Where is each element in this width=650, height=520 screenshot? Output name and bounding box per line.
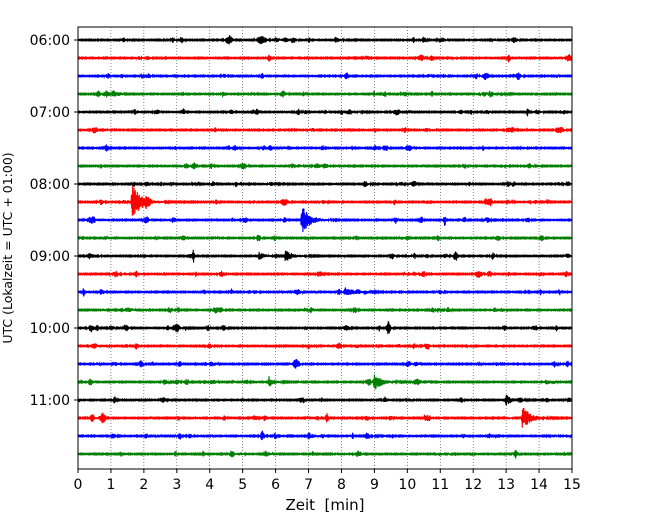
trace-7 [77, 162, 573, 170]
trace-15 [77, 306, 573, 314]
x-tick-label-11: 11 [431, 477, 449, 493]
x-tick-label-8: 8 [337, 477, 346, 493]
x-tick-label-12: 12 [464, 477, 482, 493]
x-tick-label-7: 7 [304, 477, 313, 493]
x-axis-ticks: 0 1 2 3 4 5 6 7 8 9 10 11 12 13 14 15 [74, 469, 581, 493]
trace-13 [77, 270, 573, 278]
x-tick-label-6: 6 [271, 477, 280, 493]
x-tick-label-0: 0 [74, 477, 83, 493]
trace-12 [77, 249, 573, 263]
trace-22 [77, 430, 573, 441]
trace-6 [77, 144, 573, 152]
x-tick-label-13: 13 [497, 477, 515, 493]
x-tick-label-5: 5 [238, 477, 247, 493]
trace-23 [77, 449, 573, 459]
x-tick-label-15: 15 [563, 477, 581, 493]
trace-9 [77, 185, 573, 216]
trace-1 [77, 54, 573, 63]
y-tick-label-09:00: 09:00 [30, 249, 70, 265]
trace-14 [77, 287, 573, 297]
trace-11 [77, 234, 573, 242]
y-tick-label-08:00: 08:00 [30, 177, 70, 193]
y-tick-label-11:00: 11:00 [30, 393, 70, 409]
trace-3 [77, 90, 573, 98]
x-tick-label-10: 10 [398, 477, 416, 493]
x-tick-label-1: 1 [106, 477, 115, 493]
trace-10 [77, 208, 573, 233]
trace-18 [77, 358, 573, 369]
y-tick-label-07:00: 07:00 [30, 105, 70, 121]
trace-16 [77, 320, 573, 335]
trace-8 [77, 180, 573, 188]
trace-17 [77, 342, 573, 350]
trace-4 [77, 108, 573, 117]
plot-area [78, 27, 572, 469]
y-axis-ticks: 06:00 07:00 08:00 09:00 10:00 11:00 [30, 33, 78, 409]
x-tick-label-14: 14 [530, 477, 548, 493]
plot-frame [77, 26, 573, 470]
x-tick-label-2: 2 [139, 477, 148, 493]
x-tick-label-3: 3 [172, 477, 181, 493]
y-tick-label-06:00: 06:00 [30, 33, 70, 49]
x-tick-label-4: 4 [205, 477, 214, 493]
trace-19 [77, 374, 573, 390]
trace-20 [77, 394, 573, 406]
y-tick-label-10:00: 10:00 [30, 321, 70, 337]
trace-21 [77, 408, 573, 428]
trace-0 [77, 35, 573, 45]
seismogram-traces [77, 35, 573, 459]
trace-2 [77, 72, 573, 81]
y-axis-label: UTC (Lokalzeit = UTC + 01:00) [0, 152, 15, 343]
trace-5 [77, 126, 573, 134]
x-axis-label: Zeit [min] [285, 496, 364, 514]
x-tick-label-9: 9 [370, 477, 379, 493]
